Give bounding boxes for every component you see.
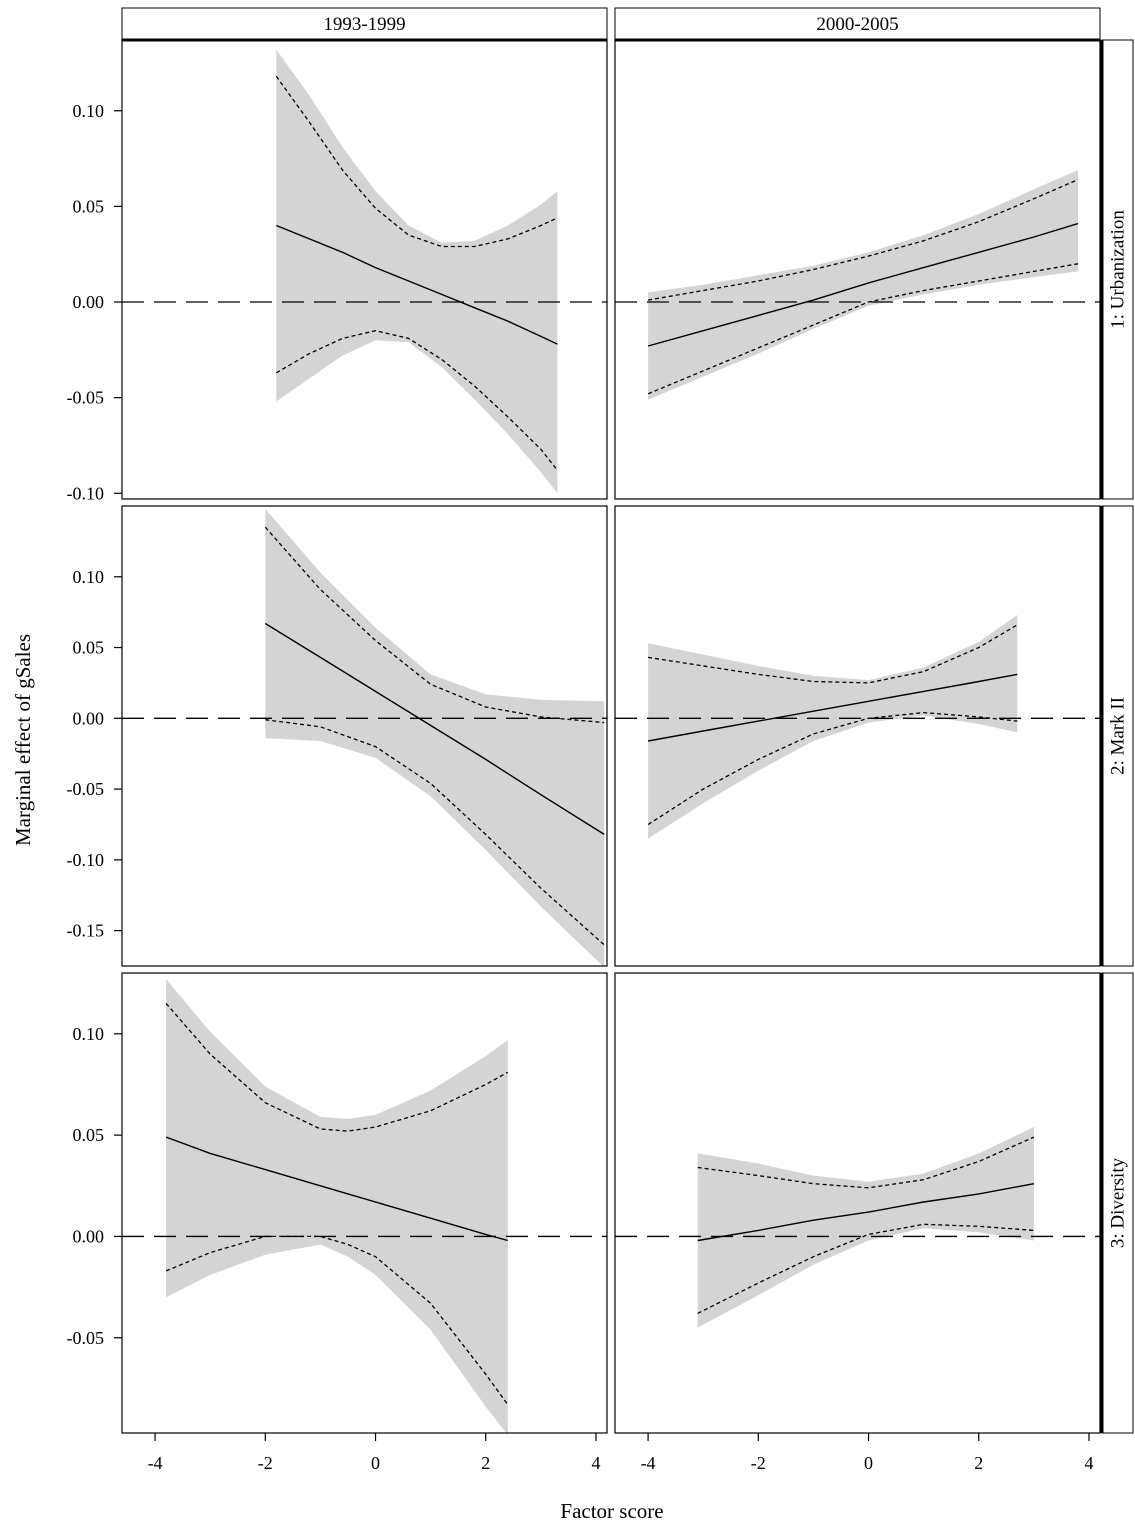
- ci-lower-line: [165, 1235, 509, 1405]
- x-tick-label: 0: [864, 1453, 873, 1473]
- confidence-band: [166, 979, 508, 1435]
- estimate-line: [647, 673, 1018, 742]
- y-tick-label: -0.15: [67, 921, 105, 941]
- ci-lower-line: [647, 711, 1018, 826]
- row-strip-label-3-diversity: 3: Diversity: [1108, 1157, 1129, 1248]
- estimate-line: [697, 1183, 1035, 1242]
- y-tick-label: 0.00: [73, 292, 105, 312]
- y-tick-label: 0.05: [73, 638, 105, 658]
- y-tick-label: 0.05: [73, 196, 105, 216]
- column-strip-box: [614, 7, 1101, 41]
- panel-1-urbanization-1993-1999: 0.10 0.05 0.00 -0.05 -0.10: [67, 39, 608, 503]
- y-tick-label: -0.10: [67, 483, 105, 503]
- y-tick-label: 0.10: [73, 101, 105, 121]
- panel-frame: [121, 505, 608, 967]
- y-tick-label: 0.10: [73, 1024, 105, 1044]
- row-strip-label-2-mark-ii: 2: Mark II: [1108, 697, 1129, 775]
- x-tick-label: -4: [148, 1453, 163, 1473]
- ci-upper-line: [647, 179, 1079, 301]
- ci-lower-line: [265, 719, 605, 946]
- ci-upper-line: [165, 1002, 509, 1132]
- estimate-line: [264, 622, 605, 835]
- row-strip-box: [1101, 505, 1134, 967]
- panel-frame: [614, 505, 1101, 967]
- x-tick-label: -2: [751, 1453, 766, 1473]
- panel-1-urbanization-2000-2005: [614, 39, 1101, 500]
- row-strip-label-1-urbanization: 1: Urbanization: [1108, 210, 1129, 329]
- y-tick-label: 0.00: [73, 708, 105, 728]
- estimate-line: [647, 222, 1079, 347]
- column-strip-label-2000-2005: 2000-2005: [816, 14, 898, 35]
- ci-lower-line: [647, 263, 1079, 395]
- x-tick-label: -2: [258, 1453, 273, 1473]
- x-tick-label: 2: [974, 1453, 983, 1473]
- panel-frame: [614, 39, 1101, 500]
- estimate-line: [276, 224, 558, 345]
- x-tick-label: 4: [1084, 1453, 1093, 1473]
- y-tick-label: 0.10: [73, 567, 105, 587]
- x-tick-label: 2: [481, 1453, 490, 1473]
- y-tick-label: -0.05: [67, 779, 105, 799]
- panel-frame: [121, 972, 608, 1434]
- panel-frame: [614, 972, 1101, 1434]
- y-tick-label: 0.05: [73, 1125, 105, 1145]
- y-tick-label: -0.10: [67, 850, 105, 870]
- panel-2-mark-ii-2000-2005: [614, 505, 1101, 967]
- y-tick-label: -0.05: [67, 388, 105, 408]
- x-axis-title: Factor score: [560, 1499, 663, 1523]
- panel-2-mark-ii-1993-1999: 0.10 0.05 0.00 -0.05 -0.10 -0.15: [67, 505, 608, 968]
- confidence-band: [276, 49, 558, 494]
- confidence-band: [265, 508, 605, 968]
- panel-3-diversity-2000-2005: -4 -2 0 2 4: [614, 972, 1101, 1473]
- x-tick-label: 4: [591, 1453, 600, 1473]
- y-tick-label: -0.05: [67, 1328, 105, 1348]
- ci-upper-line: [275, 75, 558, 248]
- ci-upper-line: [264, 526, 605, 724]
- ci-lower-line: [275, 330, 558, 471]
- column-strip-label-1993-1999: 1993-1999: [323, 14, 405, 35]
- ci-upper-line: [648, 624, 1018, 684]
- confidence-band: [648, 615, 1018, 839]
- x-tick-label: 0: [371, 1453, 380, 1473]
- x-tick-label: -4: [641, 1453, 656, 1473]
- estimate-line: [165, 1136, 508, 1242]
- confidence-band: [697, 1127, 1034, 1328]
- y-tick-label: 0.00: [73, 1226, 105, 1246]
- y-axis-title: Marginal effect of gSales: [11, 634, 35, 846]
- panel-3-diversity-1993-1999: 0.10 0.05 0.00 -0.05 -4 -2 0 2 4: [67, 972, 608, 1473]
- panel-frame: [121, 39, 608, 500]
- column-strip-box: [121, 7, 608, 41]
